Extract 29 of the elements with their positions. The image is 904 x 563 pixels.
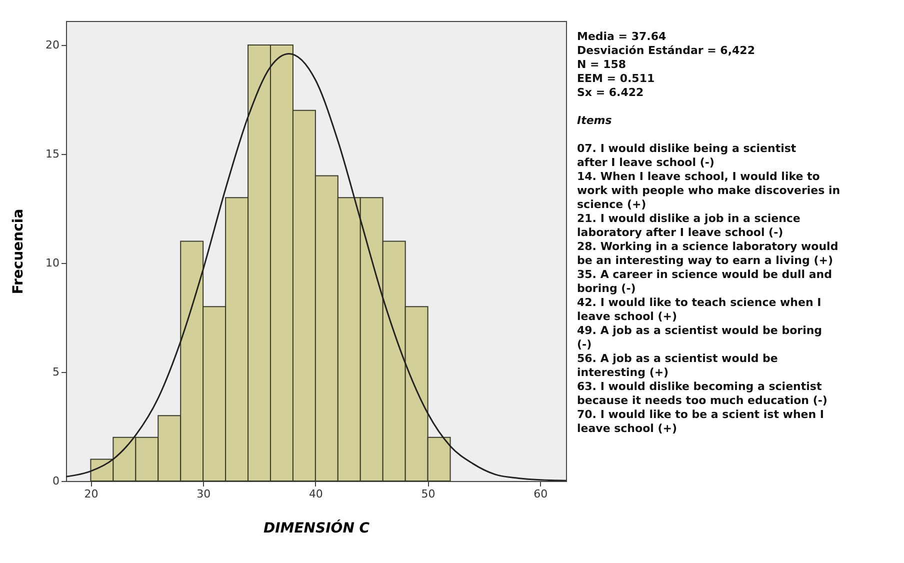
text: 21. I would dislike a job in a science laboratory after I leave school (-) (577, 212, 800, 239)
text: 70. I would like to be a scient ist when I leave school (+) (577, 408, 824, 435)
text: 14. When I leave school, I would like to work with people who make discoveries in science (+) (577, 170, 840, 211)
text: N = 158 (577, 58, 626, 71)
text: Sx = 6.422 (577, 86, 644, 99)
y-tick-label: 0 (52, 474, 60, 488)
text: EEM = 0.511 (577, 72, 655, 85)
y-tick-label: 20 (46, 38, 60, 52)
text: 42. I would like to teach science when I leave school (+) (577, 296, 822, 323)
text: Items (577, 114, 612, 127)
text: Desviación Estándar = 6,422 (577, 44, 755, 57)
text: 28. Working in a science laboratory would be an interesting way to earn a living (+) (577, 240, 838, 267)
x-tick-label: 20 (84, 488, 98, 500)
y-tick-label: 5 (52, 365, 60, 378)
y-tick-label: 10 (46, 256, 60, 270)
text: 07. I would dislike being a scientist after I leave school (-) (577, 142, 796, 169)
x-tick-label: 30 (196, 488, 211, 500)
x-tick-label: 50 (421, 488, 436, 500)
text: 35. A career in science would be dull and boring (-) (577, 268, 832, 295)
text: 49. A job as a scientist would be boring (-) (577, 324, 822, 351)
x-tick-label: 40 (308, 488, 323, 500)
y-tick-label: 15 (46, 147, 60, 160)
text: 63. I would dislike becoming a scientist because it needs too much education (-) (577, 380, 828, 407)
text: Media = 37.64 (577, 30, 666, 43)
text: 56. A job as a scientist would be interesting (+) (577, 352, 778, 379)
x-axis-title: DIMENSIÓN C (263, 520, 370, 536)
x-tick-label: 60 (534, 488, 548, 500)
line-series (66, 52, 566, 481)
y-axis-title: Frecuencia (10, 208, 27, 294)
